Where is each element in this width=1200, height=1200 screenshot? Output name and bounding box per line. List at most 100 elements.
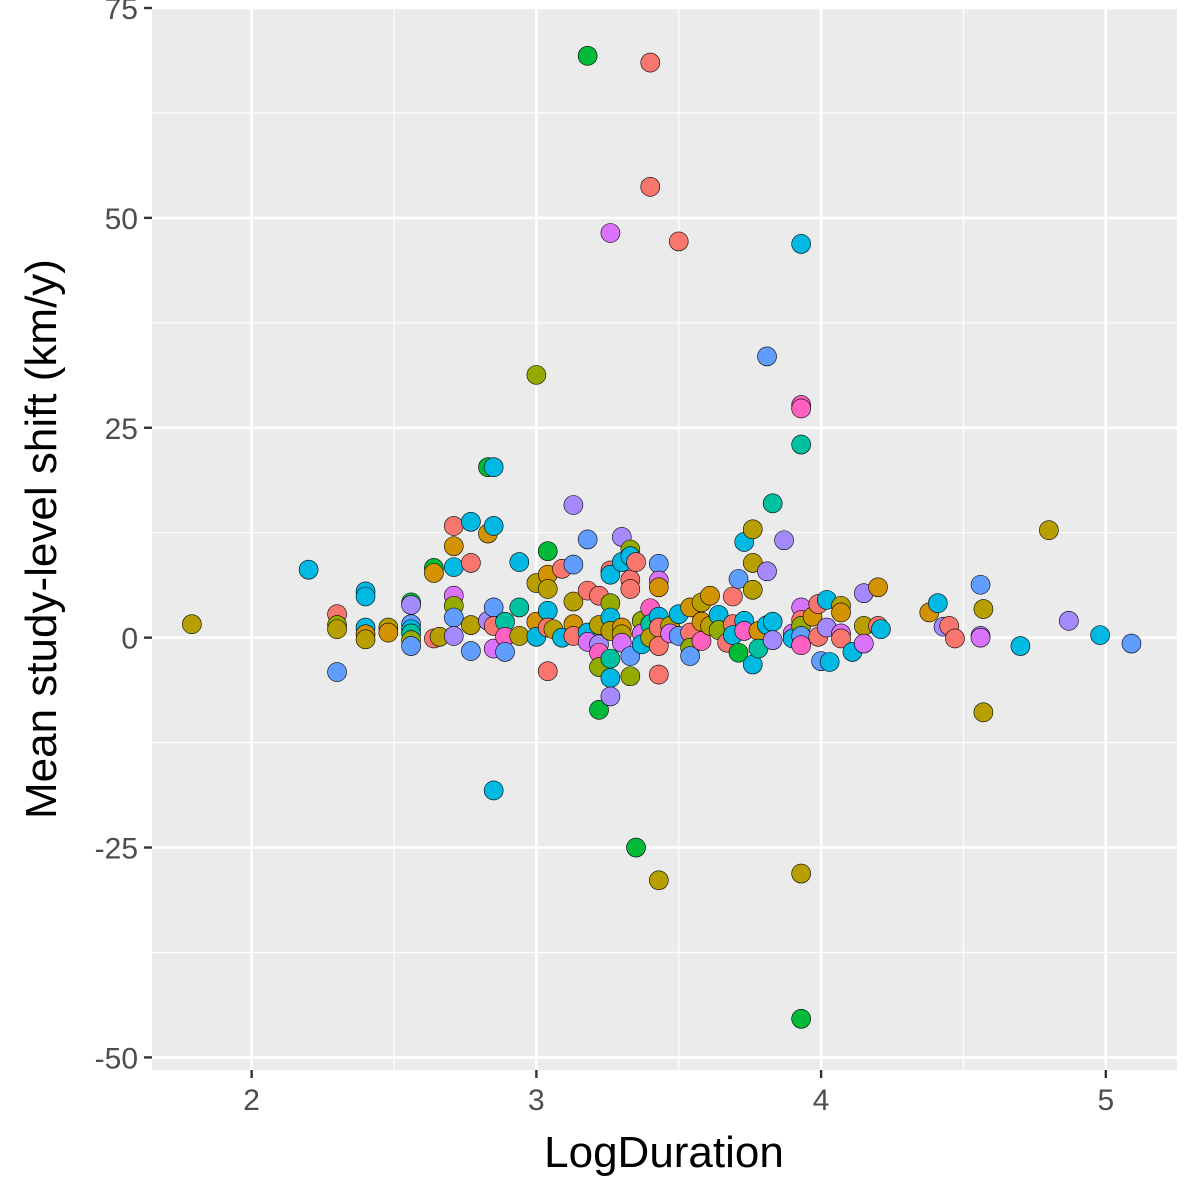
data-point [461, 553, 481, 573]
data-point [649, 553, 669, 574]
data-point [509, 597, 530, 618]
data-point [444, 557, 464, 577]
data-point [668, 231, 689, 252]
data-point [626, 837, 646, 858]
data-point [831, 628, 851, 649]
data-point [723, 586, 743, 607]
data-point [600, 648, 621, 669]
data-point [680, 646, 700, 666]
data-point [1121, 633, 1142, 654]
data-point [728, 642, 749, 663]
data-point [649, 636, 669, 656]
data-point [742, 579, 763, 600]
data-point [444, 536, 464, 556]
data-point [461, 511, 481, 532]
data-point [970, 574, 991, 595]
y-axis-title: Mean study-level shift (km/y) [17, 259, 66, 819]
data-point [973, 702, 994, 723]
data-point [742, 519, 763, 540]
data-point [868, 577, 888, 598]
y-tick-label: 0 [121, 623, 138, 656]
data-point [483, 780, 504, 801]
data-point [589, 700, 609, 720]
data-point [577, 529, 598, 550]
data-point [1090, 625, 1110, 645]
y-tick-label: -25 [95, 833, 138, 866]
x-tick-label: 3 [528, 1084, 545, 1117]
data-point [401, 636, 421, 656]
data-point [298, 559, 319, 580]
y-tick-label: 25 [105, 413, 138, 446]
data-point [600, 686, 621, 707]
data-point [757, 346, 777, 367]
data-point [537, 579, 558, 599]
data-point [945, 628, 965, 649]
y-tick-label: 50 [105, 203, 138, 236]
data-point [973, 599, 994, 619]
x-tick-label: 2 [243, 1084, 260, 1117]
data-point [1059, 611, 1079, 631]
data-point [640, 177, 661, 197]
data-point [461, 641, 481, 661]
data-point [182, 614, 202, 635]
data-point [600, 223, 621, 243]
y-axis: -50 -25 0 25 50 75 [95, 0, 152, 1075]
data-points [182, 46, 1142, 1029]
data-point [526, 365, 547, 385]
x-axis-title: LogDuration [544, 1128, 784, 1177]
data-point [970, 627, 991, 648]
data-point [509, 552, 530, 572]
data-point [791, 434, 811, 455]
data-point [483, 516, 504, 536]
data-point [774, 530, 794, 551]
data-point [791, 398, 811, 419]
data-point [600, 564, 621, 585]
data-point [378, 622, 399, 643]
data-point [620, 579, 641, 599]
data-point [928, 593, 948, 614]
data-point [355, 586, 376, 607]
data-point [649, 870, 669, 891]
data-point [700, 585, 720, 606]
data-point [537, 661, 558, 682]
data-point [1010, 636, 1031, 656]
data-point [762, 611, 783, 632]
data-point [355, 629, 376, 650]
data-point [649, 664, 669, 685]
y-tick-label: -50 [95, 1042, 138, 1075]
data-point [831, 602, 851, 623]
data-point [424, 563, 444, 583]
data-point [563, 591, 584, 612]
data-point [563, 554, 584, 575]
x-tick-label: 5 [1097, 1084, 1114, 1117]
data-point [728, 569, 749, 589]
data-point [854, 633, 874, 654]
data-point [762, 630, 783, 650]
x-axis: 2 3 4 5 [243, 1070, 1114, 1117]
data-point [444, 607, 464, 628]
data-point [1039, 520, 1059, 540]
data-point [495, 642, 515, 662]
data-point [537, 600, 558, 621]
y-tick-label: 75 [105, 0, 138, 26]
data-point [444, 516, 464, 536]
data-point [791, 863, 811, 884]
data-point [791, 234, 811, 254]
data-point [444, 626, 464, 646]
data-point [483, 457, 504, 478]
data-point [401, 595, 421, 615]
data-point [791, 1008, 811, 1029]
minor-gridlines [152, 8, 1177, 1070]
data-point [327, 662, 347, 682]
data-point [563, 495, 584, 515]
data-point [649, 577, 669, 598]
data-point [691, 631, 712, 651]
x-tick-label: 4 [813, 1084, 830, 1117]
data-point [577, 46, 598, 66]
data-point [461, 615, 481, 635]
data-point [640, 52, 661, 73]
data-point [620, 666, 641, 687]
data-point [509, 626, 530, 646]
data-point [757, 561, 777, 582]
